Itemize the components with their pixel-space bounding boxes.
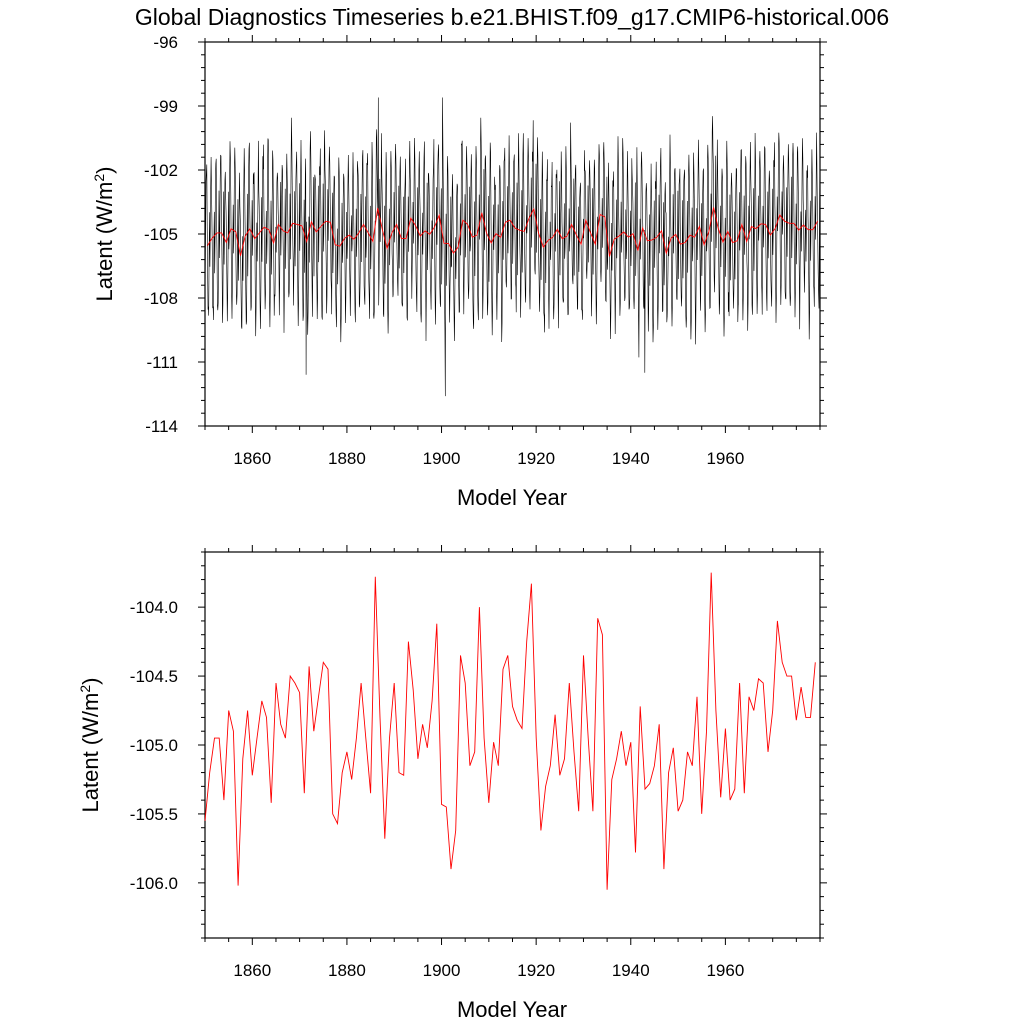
x-tick-label: 1960	[706, 961, 744, 980]
y-tick-label: -105	[144, 225, 178, 244]
x-tick-label: 1900	[423, 961, 461, 980]
x-tick-label: 1900	[423, 449, 461, 468]
x-tick-label: 1960	[706, 449, 744, 468]
y-axis-label: Latent (W/m2)	[91, 167, 117, 302]
x-tick-label: 1860	[233, 961, 271, 980]
x-axis-label: Model Year	[457, 997, 567, 1022]
y-tick-label: -108	[144, 289, 178, 308]
bottom-panel-chart: 1860 1880 1900 1920 1940 1960 -104.0 -104.5 -105…	[77, 545, 827, 1022]
y-tick-label: -111	[146, 353, 178, 372]
top-panel-chart: 1860 1880 1900 1920 1940 1960 -96 -99 -102 -105 -1…	[91, 33, 827, 510]
x-tick-label: 1880	[328, 449, 366, 468]
figure-title: Global Diagnostics Timeseries b.e21.BHIS…	[135, 4, 889, 30]
plot-frame	[204, 551, 821, 939]
y-tick-label: -102	[144, 161, 178, 180]
y-tick-label: -104.0	[130, 598, 178, 617]
y-tick-label: -106.0	[130, 874, 178, 893]
y-tick-label: -96	[153, 33, 178, 52]
monthly-series-line	[204, 97, 821, 397]
y-tick-label: -105.0	[130, 736, 178, 755]
annual-mean-overlay-line	[207, 207, 818, 257]
y-tick-label: -114	[145, 417, 178, 436]
x-tick-label: 1940	[612, 449, 650, 468]
x-tick-label: 1880	[328, 961, 366, 980]
annual-series-line	[204, 572, 816, 890]
x-tick-label: 1920	[517, 961, 555, 980]
y-tick-label: -104.5	[130, 667, 178, 686]
x-tick-label: 1940	[612, 961, 650, 980]
y-axis-label: Latent (W/m2)	[77, 678, 103, 813]
x-tick-label: 1860	[233, 449, 271, 468]
x-tick-label: 1920	[517, 449, 555, 468]
y-tick-label: -99	[153, 97, 178, 116]
y-tick-label: -105.5	[130, 805, 178, 824]
x-axis-label: Model Year	[457, 485, 567, 510]
